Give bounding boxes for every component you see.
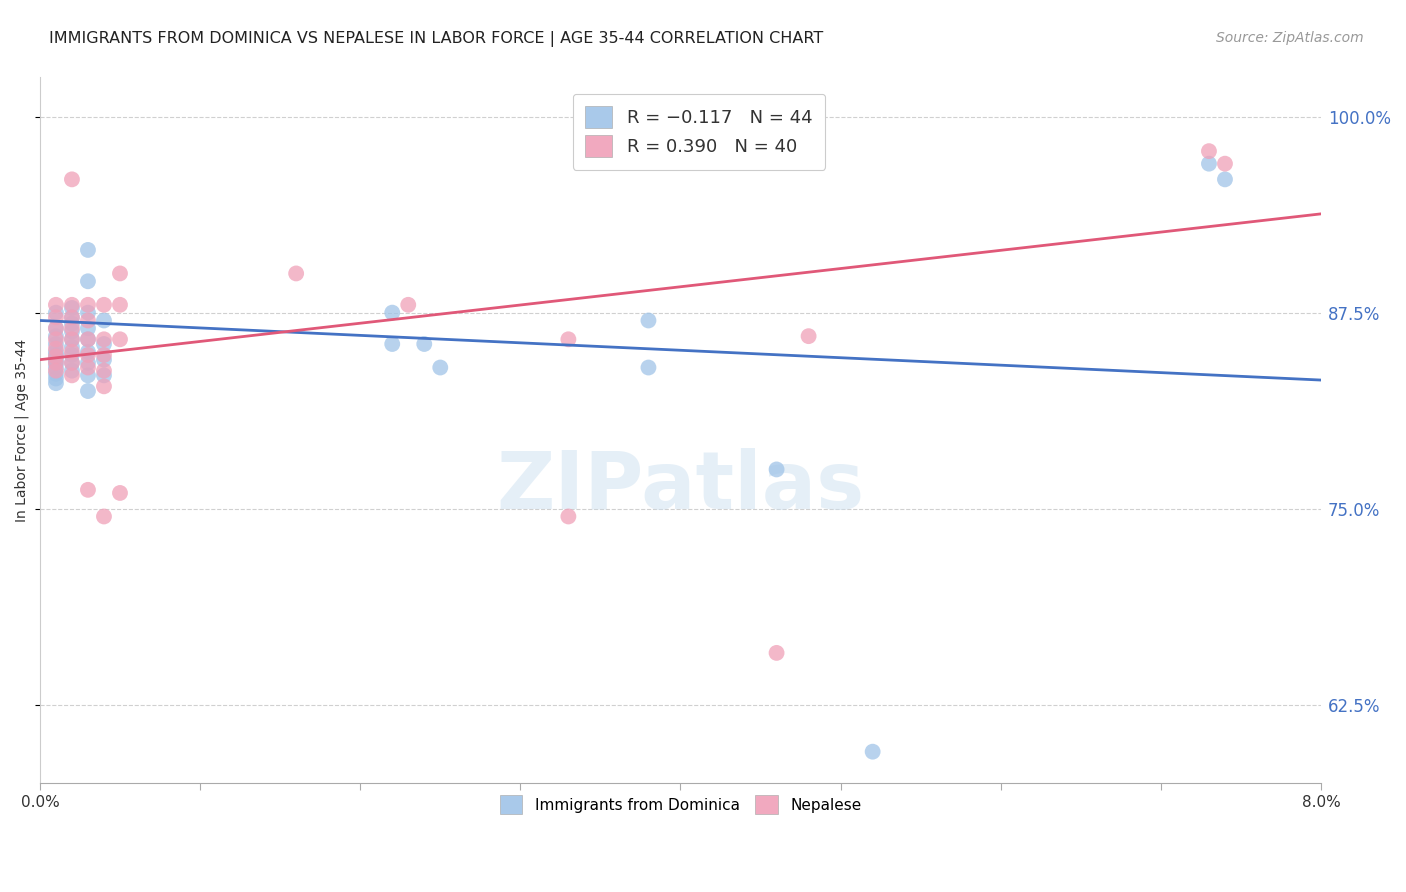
Point: [93, 337, 115, 351]
Point: [413, 337, 436, 351]
Point: [1198, 144, 1220, 158]
Point: [60, 356, 83, 370]
Point: [45, 364, 67, 378]
Point: [396, 298, 419, 312]
Point: [45, 298, 67, 312]
Point: [77, 483, 100, 497]
Point: [45, 356, 67, 370]
Point: [45, 305, 67, 319]
Point: [60, 344, 83, 359]
Y-axis label: In Labor Force | Age 35-44: In Labor Force | Age 35-44: [15, 339, 30, 522]
Point: [285, 267, 308, 281]
Point: [60, 325, 83, 339]
Point: [77, 344, 100, 359]
Point: [77, 348, 100, 362]
Point: [93, 348, 115, 362]
Point: [77, 313, 100, 327]
Point: [93, 298, 115, 312]
Point: [45, 321, 67, 335]
Point: [381, 337, 404, 351]
Point: [557, 332, 579, 346]
Point: [77, 332, 100, 346]
Point: [93, 368, 115, 383]
Point: [45, 352, 67, 367]
Point: [77, 332, 100, 346]
Point: [45, 321, 67, 335]
Point: [45, 332, 67, 346]
Point: [60, 332, 83, 346]
Point: [77, 356, 100, 370]
Point: [637, 313, 659, 327]
Point: [77, 274, 100, 288]
Point: [77, 321, 100, 335]
Point: [429, 360, 451, 375]
Point: [108, 486, 131, 500]
Point: [765, 462, 787, 476]
Point: [93, 509, 115, 524]
Point: [45, 310, 67, 325]
Point: [45, 329, 67, 343]
Point: [60, 364, 83, 378]
Point: [797, 329, 820, 343]
Point: [93, 313, 115, 327]
Text: IMMIGRANTS FROM DOMINICA VS NEPALESE IN LABOR FORCE | AGE 35-44 CORRELATION CHAR: IMMIGRANTS FROM DOMINICA VS NEPALESE IN …: [49, 31, 824, 47]
Point: [60, 340, 83, 354]
Point: [77, 298, 100, 312]
Point: [93, 332, 115, 346]
Point: [108, 267, 131, 281]
Point: [77, 368, 100, 383]
Point: [1198, 156, 1220, 170]
Point: [862, 745, 884, 759]
Point: [765, 646, 787, 660]
Point: [60, 298, 83, 312]
Point: [45, 350, 67, 364]
Point: [60, 368, 83, 383]
Point: [77, 360, 100, 375]
Point: [93, 352, 115, 367]
Point: [557, 509, 579, 524]
Point: [45, 342, 67, 356]
Point: [60, 348, 83, 362]
Point: [45, 356, 67, 370]
Point: [60, 310, 83, 325]
Point: [60, 332, 83, 346]
Point: [45, 367, 67, 381]
Point: [637, 360, 659, 375]
Point: [93, 364, 115, 378]
Point: [60, 172, 83, 186]
Point: [1213, 156, 1236, 170]
Point: [93, 379, 115, 393]
Point: [60, 310, 83, 325]
Point: [45, 371, 67, 385]
Point: [60, 356, 83, 370]
Text: ZIPatlas: ZIPatlas: [496, 448, 865, 525]
Point: [45, 348, 67, 362]
Point: [1213, 172, 1236, 186]
Point: [60, 317, 83, 331]
Point: [77, 305, 100, 319]
Point: [381, 305, 404, 319]
Point: [108, 298, 131, 312]
Point: [60, 321, 83, 335]
Point: [45, 337, 67, 351]
Legend: Immigrants from Dominica, Nepalese: Immigrants from Dominica, Nepalese: [489, 785, 872, 825]
Point: [45, 344, 67, 359]
Point: [45, 360, 67, 375]
Point: [77, 243, 100, 257]
Point: [108, 332, 131, 346]
Point: [45, 376, 67, 391]
Point: [77, 384, 100, 398]
Point: [60, 301, 83, 315]
Text: Source: ZipAtlas.com: Source: ZipAtlas.com: [1216, 31, 1364, 45]
